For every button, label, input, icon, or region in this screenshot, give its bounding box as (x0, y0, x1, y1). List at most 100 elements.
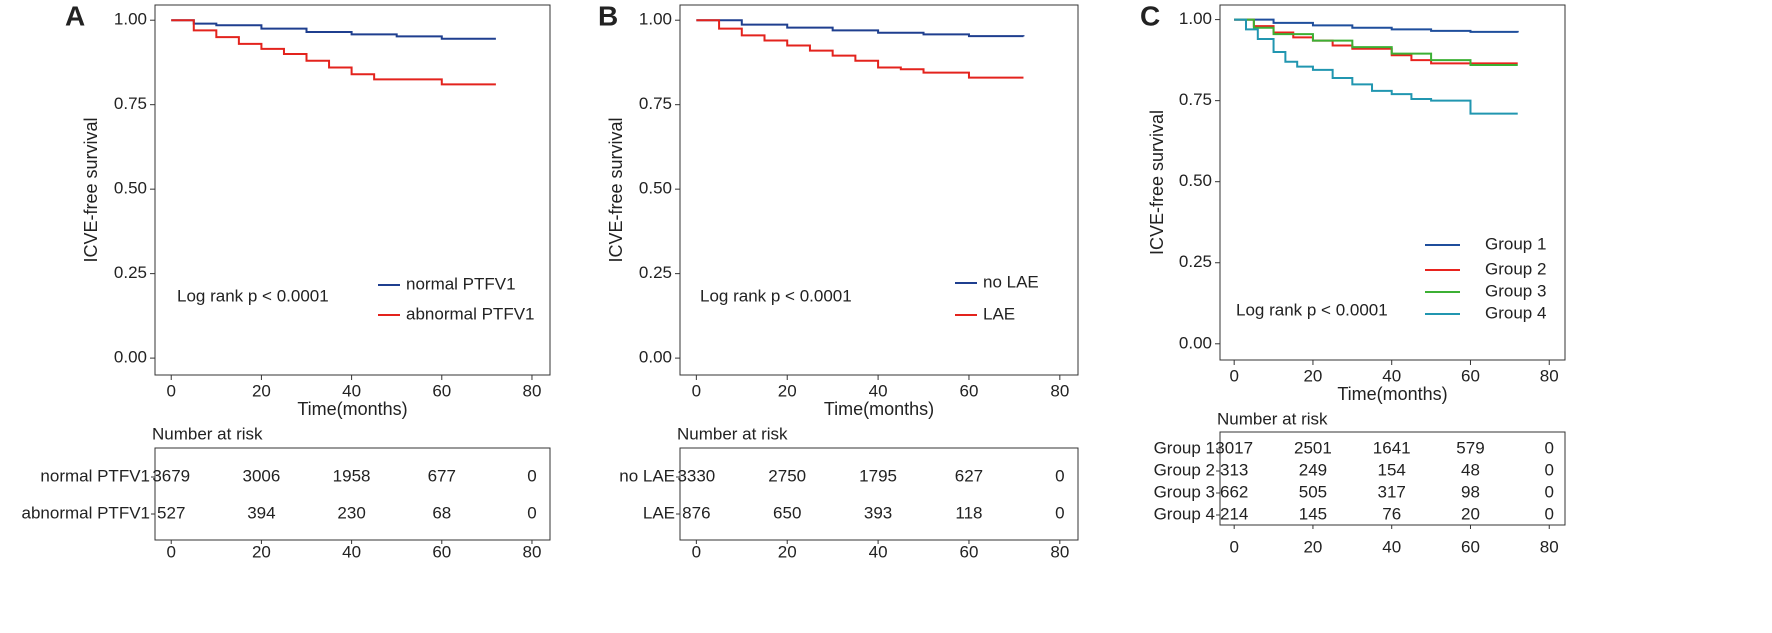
x-tick-label: 60 (1461, 366, 1480, 385)
risk-count: 3017 (1215, 438, 1253, 457)
x-tick-label: 40 (1382, 366, 1401, 385)
risk-table-title: Number at risk (152, 424, 263, 443)
y-tick-label: 0.50 (1179, 171, 1212, 190)
risk-count: 1958 (333, 466, 371, 485)
risk-count: 3679 (152, 466, 190, 485)
y-tick-label: 0.00 (639, 348, 672, 367)
table-x-tick-label: 40 (869, 542, 888, 561)
risk-table-frame (679, 447, 1079, 541)
risk-count: 0 (1545, 504, 1554, 523)
x-tick-label: 20 (778, 381, 797, 400)
risk-count: 118 (955, 503, 982, 522)
survival-curve (696, 19, 1025, 38)
y-tick-label: 0.25 (1179, 252, 1212, 271)
table-x-tick-label: 40 (1382, 537, 1401, 556)
risk-count: 98 (1461, 482, 1480, 501)
legend-label: no LAE (983, 272, 1039, 291)
risk-count: 0 (527, 503, 536, 522)
table-x-tick-label: 20 (1303, 537, 1322, 556)
x-tick-label: 0 (692, 381, 701, 400)
survival-curve (171, 19, 496, 40)
risk-count: 627 (955, 466, 983, 485)
y-tick-label: 0.75 (114, 94, 147, 113)
risk-row-name: Group 2 (1154, 460, 1215, 479)
y-axis-label: ICVE-free survival (1147, 110, 1167, 255)
y-tick-label: 1.00 (639, 10, 672, 29)
y-tick-label: 0.25 (639, 263, 672, 282)
survival-curve (171, 19, 496, 86)
table-x-tick-label: 0 (166, 542, 175, 561)
x-tick-label: 80 (523, 381, 542, 400)
table-x-tick-label: 60 (1461, 537, 1480, 556)
risk-row-name: Group 3 (1154, 482, 1215, 501)
y-tick-label: 0.50 (114, 179, 147, 198)
risk-table-title: Number at risk (1217, 409, 1328, 428)
legend-label: normal PTFV1 (406, 274, 516, 293)
plot-frame (679, 4, 1079, 376)
annotation: Log rank p < 0.0001 (700, 286, 852, 305)
x-tick-label: 20 (1303, 366, 1322, 385)
risk-count: 230 (337, 503, 365, 522)
y-tick-label: 0.00 (1179, 333, 1212, 352)
risk-count: 0 (527, 466, 536, 485)
risk-count: 0 (1055, 503, 1064, 522)
risk-count: 876 (682, 503, 710, 522)
survival-curve (1234, 18, 1518, 65)
table-x-tick-label: 60 (432, 542, 451, 561)
survival-curve (1234, 18, 1518, 66)
risk-count: 1795 (859, 466, 897, 485)
risk-count: 527 (157, 503, 185, 522)
risk-count: 1641 (1373, 438, 1411, 457)
table-x-tick-label: 80 (523, 542, 542, 561)
y-tick-label: 0.75 (639, 94, 672, 113)
plot-frame (154, 4, 551, 376)
risk-count: 154 (1378, 460, 1406, 479)
survival-curve (696, 19, 1024, 79)
x-tick-label: 60 (959, 381, 978, 400)
risk-count: 677 (428, 466, 456, 485)
legend-label: LAE (983, 304, 1015, 323)
legend-label: Group 1 (1485, 234, 1546, 253)
risk-count: 579 (1456, 438, 1484, 457)
plot-frame (1219, 4, 1566, 361)
x-tick-label: 40 (869, 381, 888, 400)
table-x-tick-label: 0 (1229, 537, 1238, 556)
risk-table-frame (1219, 431, 1566, 526)
risk-count: 0 (1055, 466, 1064, 485)
risk-table-frame (154, 447, 551, 541)
risk-count: 662 (1220, 482, 1248, 501)
risk-count: 2501 (1294, 438, 1332, 457)
x-tick-label: 80 (1050, 381, 1069, 400)
x-tick-label: 0 (1229, 366, 1238, 385)
legend-label: Group 3 (1485, 281, 1546, 300)
legend-label: abnormal PTFV1 (406, 304, 535, 323)
x-tick-label: 60 (432, 381, 451, 400)
risk-count: 68 (432, 503, 451, 522)
risk-count: 0 (1545, 438, 1554, 457)
risk-count: 313 (1220, 460, 1248, 479)
risk-row-name: Group 4 (1154, 504, 1215, 523)
risk-count: 48 (1461, 460, 1480, 479)
risk-row-name: Group 1 (1154, 438, 1215, 457)
risk-count: 76 (1382, 504, 1401, 523)
risk-count: 0 (1545, 460, 1554, 479)
risk-count: 650 (773, 503, 801, 522)
x-tick-label: 0 (166, 381, 175, 400)
panel-label: A (65, 0, 85, 31)
table-x-tick-label: 0 (692, 542, 701, 561)
x-tick-label: 40 (342, 381, 361, 400)
risk-count: 393 (864, 503, 892, 522)
risk-count: 145 (1299, 504, 1327, 523)
legend-label: Group 2 (1485, 259, 1546, 278)
x-tick-label: 80 (1540, 366, 1559, 385)
legend-label: Group 4 (1485, 303, 1546, 322)
risk-count: 0 (1545, 482, 1554, 501)
survival-curve (1234, 18, 1518, 115)
risk-count: 3330 (677, 466, 715, 485)
x-tick-label: 20 (252, 381, 271, 400)
y-tick-label: 1.00 (1179, 9, 1212, 28)
risk-count: 317 (1378, 482, 1406, 501)
table-x-tick-label: 20 (252, 542, 271, 561)
